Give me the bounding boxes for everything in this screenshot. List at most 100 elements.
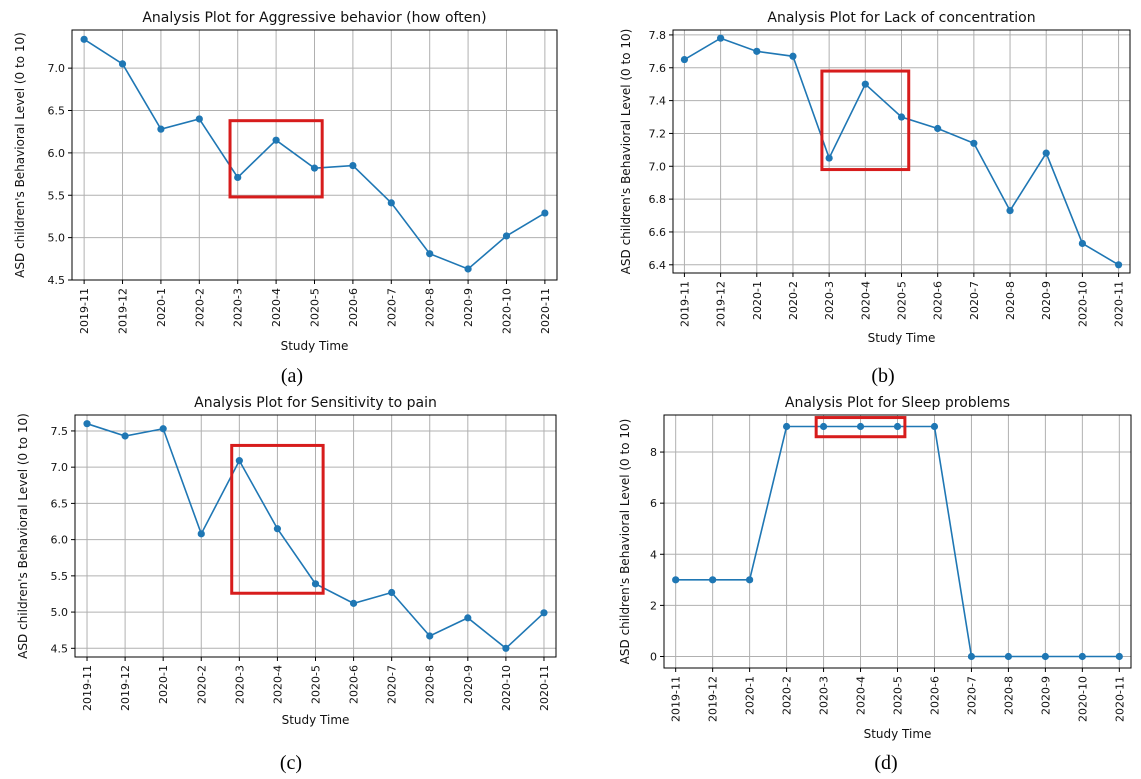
data-point: [1078, 652, 1086, 661]
x-axis-label: Study Time: [281, 339, 349, 353]
x-tick-label: 2020-9: [462, 665, 475, 704]
x-tick-label: 2020-3: [233, 665, 246, 704]
y-tick-label: 7.8: [649, 29, 667, 42]
x-tick-label: 2020-7: [386, 665, 399, 704]
y-tick-label: 6: [650, 497, 657, 510]
data-point: [709, 576, 717, 584]
x-axis-label: Study Time: [868, 331, 936, 345]
plot-frame: [74, 414, 557, 658]
y-tick-label: 2: [650, 599, 657, 612]
x-tick-label: 2020-8: [424, 665, 437, 704]
data-point: [789, 52, 797, 60]
data-point: [273, 525, 282, 533]
x-tick-label: 2020-2: [787, 281, 800, 320]
y-tick-label: 5.0: [48, 232, 66, 245]
y-tick-label: 6.5: [51, 497, 69, 510]
x-axis-label: Study Time: [282, 713, 350, 727]
y-tick-label: 0: [650, 651, 657, 664]
panel-caption: (a): [281, 365, 303, 387]
x-tick-label: 2020-2: [781, 676, 794, 715]
data-point: [311, 580, 320, 588]
y-tick-label: 6.5: [48, 105, 66, 118]
x-tick-label: 2020-1: [155, 288, 168, 327]
x-tick-label: 2020-1: [744, 676, 757, 715]
x-tick-label: 2020-1: [751, 281, 764, 320]
panel-caption: (d): [874, 752, 897, 774]
data-point: [197, 530, 205, 538]
data-point: [1115, 652, 1123, 661]
x-tick-label: 2020-5: [892, 676, 905, 715]
y-axis-label: ASD children's Behavioral Level (0 to 10…: [618, 419, 632, 665]
chart-panel-d: 2019-11 2019-12 2020-1 2020-2 2020-3 2020-4 20…: [618, 395, 1132, 774]
chart-title: Analysis Plot for Sleep problems: [785, 395, 1010, 411]
y-tick-label: 8: [650, 446, 657, 459]
data-point: [235, 457, 243, 465]
x-tick-label: 2020-2: [193, 288, 206, 327]
x-tick-label: 2020-3: [232, 288, 245, 327]
x-tick-label: 2019-12: [715, 281, 728, 327]
data-point: [819, 422, 828, 431]
y-axis-label: ASD children's Behavioral Level (0 to 10…: [16, 413, 30, 659]
x-tick-label: 2019-12: [707, 676, 720, 722]
data-point: [310, 164, 319, 172]
data-point: [387, 199, 395, 207]
data-point: [672, 576, 680, 584]
highlight-box: [820, 69, 911, 172]
data-point: [426, 250, 434, 258]
y-tick-label: 5.5: [48, 189, 66, 202]
x-tick-label: 2019-11: [670, 676, 683, 722]
data-point: [349, 599, 358, 607]
x-tick-label: 2019-12: [119, 665, 132, 711]
y-axis-label: ASD children's Behavioral Level (0 to 10…: [13, 32, 27, 278]
data-point: [680, 55, 689, 64]
x-tick-label: 2020-4: [859, 281, 872, 320]
x-axis-label: Study Time: [864, 727, 932, 741]
data-point: [1006, 207, 1014, 215]
y-tick-label: 6.4: [649, 259, 667, 272]
data-point: [893, 422, 902, 431]
x-tick-label: 2020-1: [157, 665, 170, 704]
y-tick-label: 7.4: [649, 95, 667, 108]
data-point: [717, 34, 725, 42]
x-tick-label: 2020-8: [1002, 676, 1015, 715]
data-point: [753, 47, 761, 55]
y-tick-label: 6.0: [48, 147, 66, 160]
plot-frame: [672, 29, 1131, 274]
data-point: [1042, 149, 1050, 157]
data-point: [746, 576, 754, 584]
x-tick-label: 2020-4: [855, 676, 868, 715]
x-tick-label: 2020-8: [1004, 281, 1017, 320]
x-tick-label: 2020-9: [1040, 281, 1053, 320]
panel-caption: (c): [280, 752, 302, 774]
x-tick-label: 2020-3: [823, 281, 836, 320]
x-tick-label: 2020-4: [271, 665, 284, 704]
x-tick-label: 2020-3: [818, 676, 831, 715]
y-tick-label: 4.5: [48, 274, 66, 287]
data-point: [195, 115, 203, 123]
x-tick-label: 2020-10: [1076, 676, 1089, 722]
highlight-box: [228, 119, 324, 199]
data-point: [83, 420, 91, 428]
data-point: [1078, 239, 1086, 248]
x-tick-label: 2019-11: [678, 281, 691, 327]
data-point: [388, 588, 396, 597]
y-tick-label: 5.5: [51, 570, 69, 583]
data-point: [897, 113, 906, 121]
x-tick-label: 2020-6: [347, 288, 360, 327]
chart-panel-a: 2019-11 2019-12 2020-1 2020-2 2020-3 2020-4 20…: [13, 10, 558, 387]
data-point: [121, 432, 129, 440]
plot-frame: [71, 29, 558, 281]
data-point: [1114, 261, 1123, 269]
x-tick-label: 2020-5: [309, 288, 322, 327]
panel-caption: (b): [871, 365, 894, 387]
x-tick-label: 2020-5: [310, 665, 323, 704]
x-tick-label: 2020-11: [1113, 281, 1126, 327]
x-tick-label: 2020-11: [1113, 676, 1126, 722]
x-tick-label: 2020-5: [896, 281, 909, 320]
data-point: [349, 161, 357, 170]
x-tick-label: 2020-4: [270, 288, 283, 327]
x-tick-label: 2020-2: [195, 665, 208, 704]
x-tick-label: 2020-6: [932, 281, 945, 320]
x-tick-label: 2020-11: [538, 665, 551, 711]
